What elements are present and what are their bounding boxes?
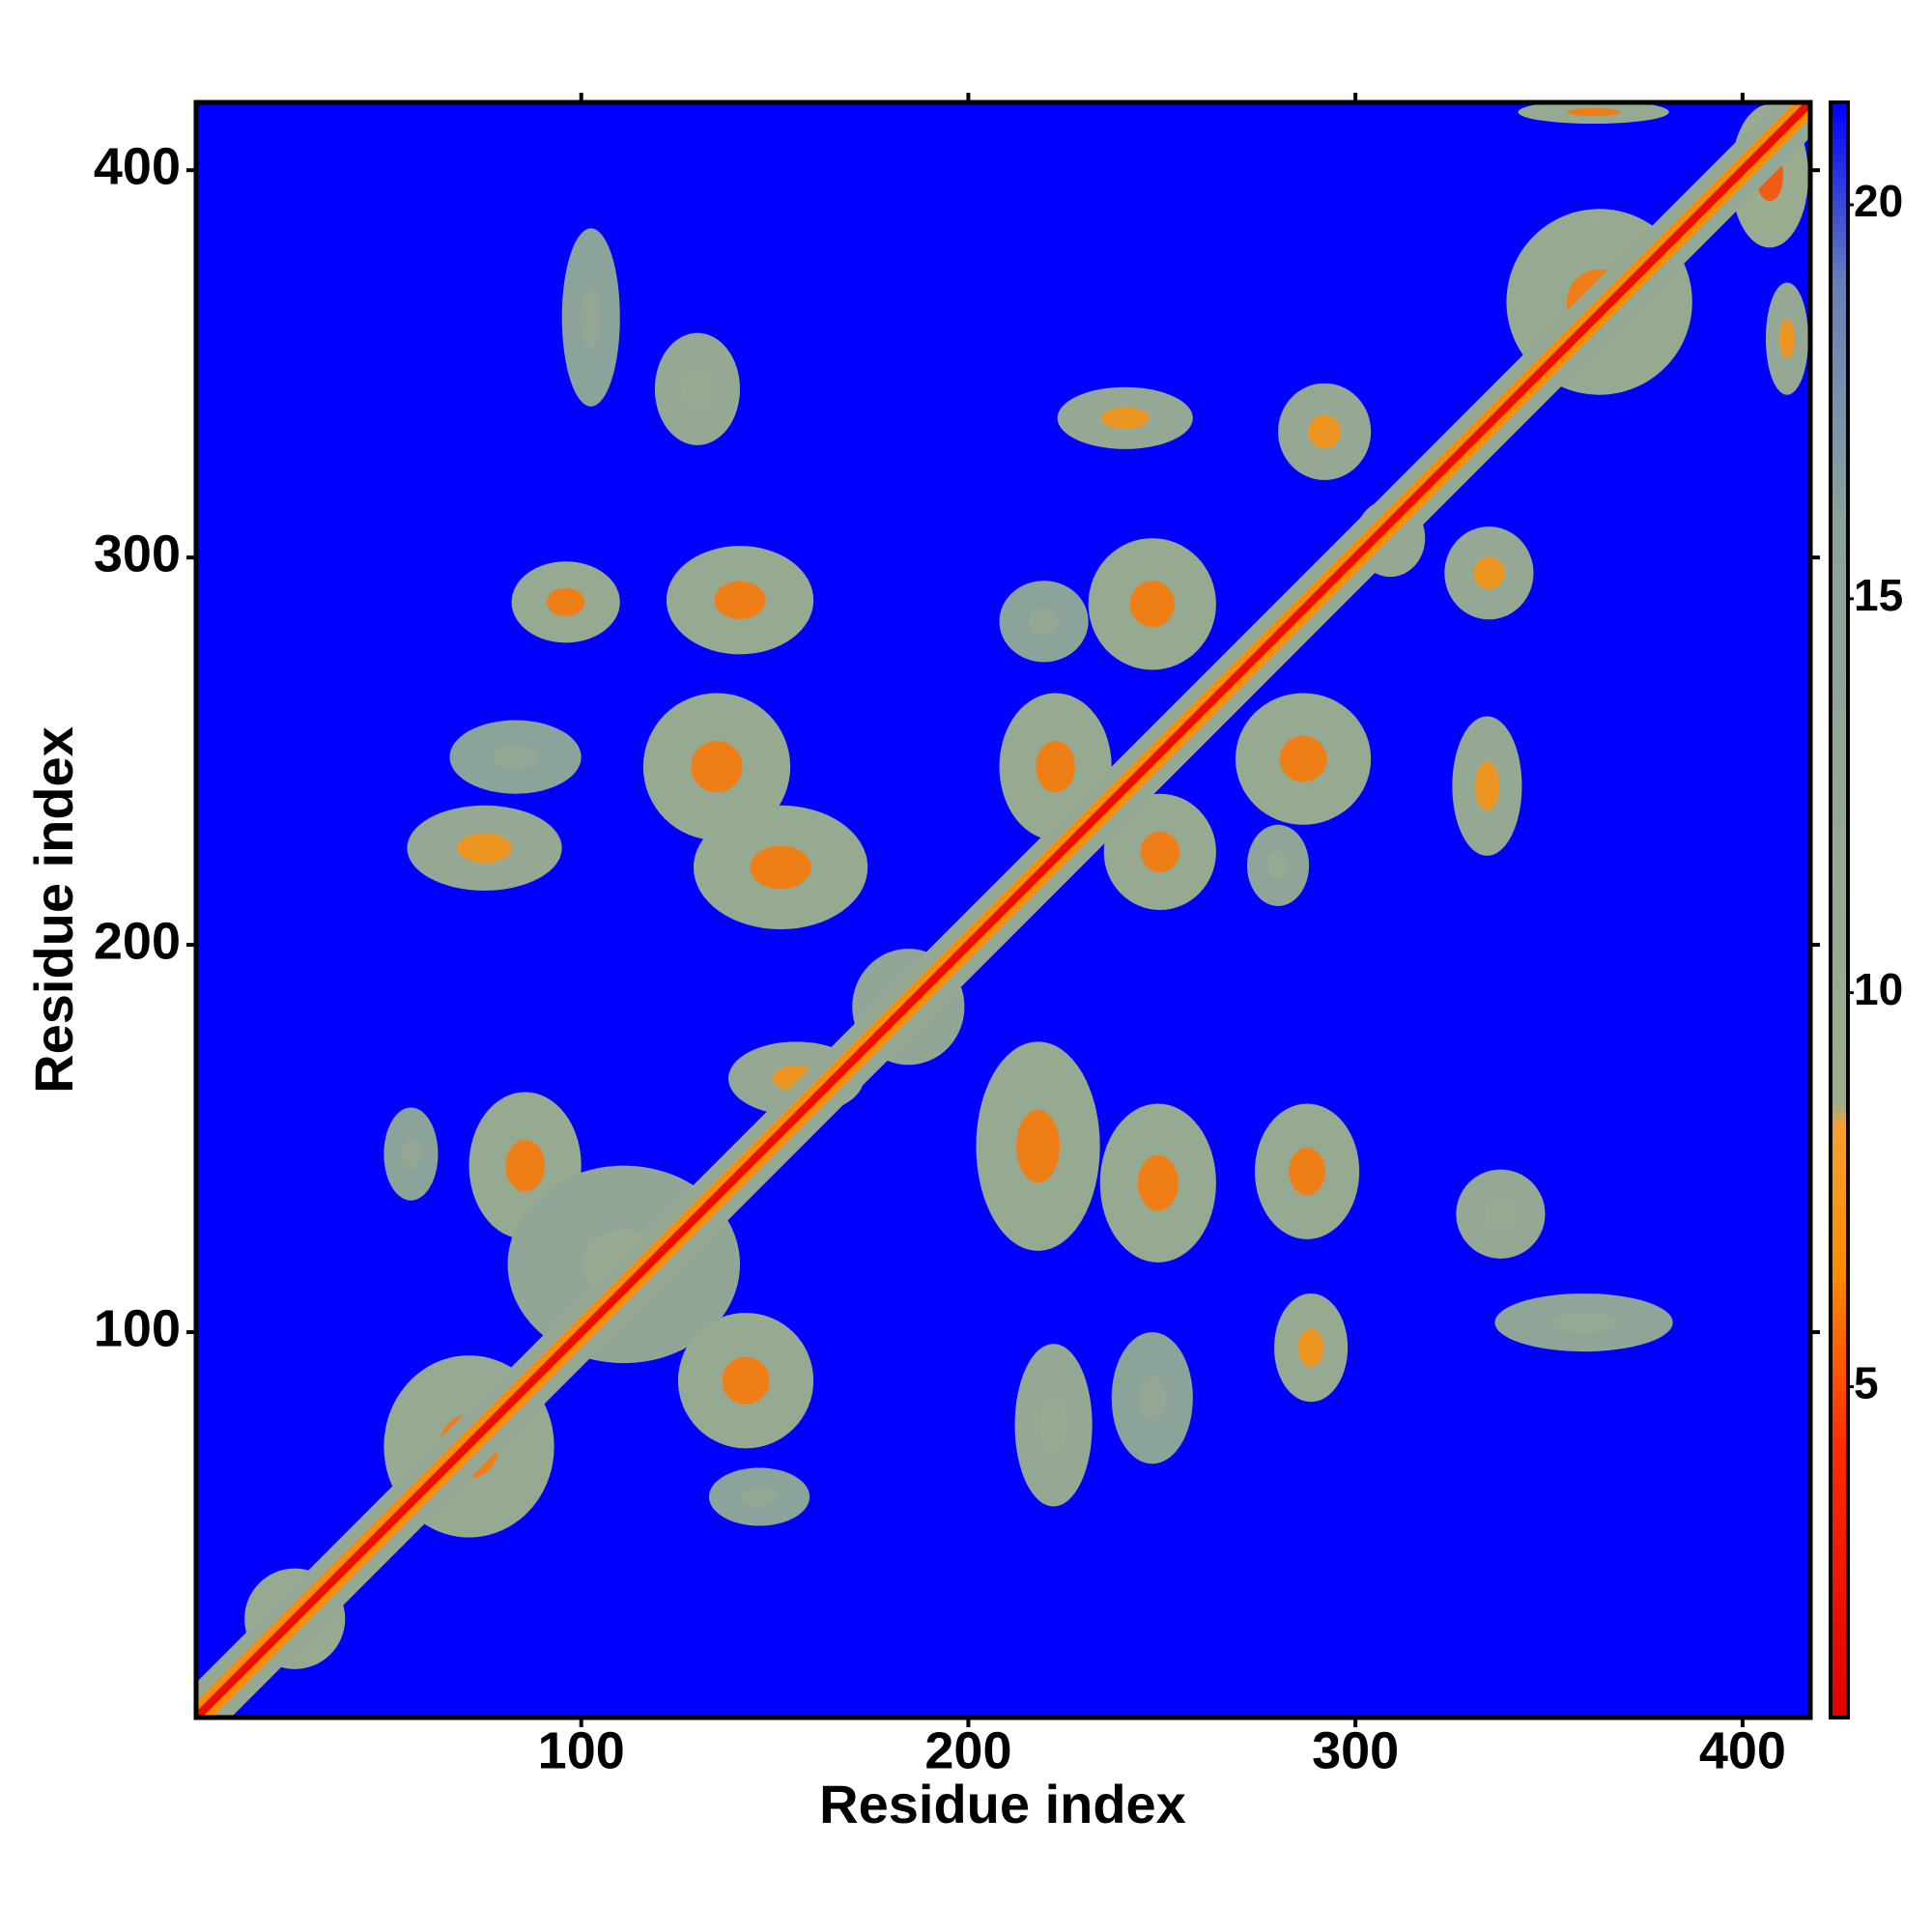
y-tick-label: 100 (94, 1299, 181, 1357)
contact-core (1473, 556, 1505, 590)
colorbar-tick-label: 15 (1854, 570, 1903, 620)
contact-core (1138, 1375, 1167, 1422)
contact-core (750, 845, 811, 890)
y-tick-label: 400 (94, 137, 181, 195)
x-tick-label: 200 (924, 1721, 1011, 1779)
contact-core (1266, 851, 1290, 880)
contact-core (1308, 414, 1341, 449)
contact-core (1289, 1148, 1325, 1196)
contact-core (691, 740, 743, 793)
plot-frame (193, 99, 1813, 1720)
contact-core (1552, 1312, 1615, 1333)
contact-core (1567, 107, 1620, 117)
contact-core (1779, 319, 1795, 358)
contact-core (401, 1137, 421, 1171)
x-tick-label: 100 (538, 1721, 625, 1779)
contact-core (505, 1139, 545, 1192)
contact-core (1016, 1109, 1061, 1183)
y-tick-label: 200 (94, 912, 181, 970)
contact-core (1140, 831, 1180, 872)
contact-core (741, 1486, 778, 1507)
contact-core (714, 581, 766, 619)
diagonal-band (196, 102, 1810, 1718)
contact-core (1279, 735, 1327, 782)
contact-core (1474, 761, 1500, 810)
colorbar-tick-label: 20 (1854, 176, 1903, 226)
y-axis-label: Residue index (23, 726, 84, 1094)
colorbar-tick-label: 10 (1854, 964, 1903, 1014)
contact-core (1137, 1154, 1179, 1211)
y-tick-label: 300 (94, 525, 181, 582)
contact-core (722, 1356, 770, 1405)
colorbar-tick-label: 5 (1854, 1358, 1879, 1408)
contact-core (1036, 740, 1075, 793)
contact-core (1028, 607, 1060, 637)
contact-core (1297, 1328, 1324, 1367)
contact-core (457, 833, 512, 864)
contact-core (581, 286, 602, 349)
plot-area (196, 102, 1810, 1718)
colorbar (1829, 100, 1850, 1719)
x-tick-label: 400 (1699, 1721, 1786, 1779)
x-axis-label: Residue index (819, 1774, 1186, 1834)
contact-core (1101, 407, 1150, 430)
contact-core (547, 587, 585, 616)
contact-core (492, 744, 539, 770)
contact-core (1485, 1198, 1517, 1230)
contact-core (682, 369, 713, 410)
contact-core (1129, 581, 1175, 628)
contact-core (1039, 1396, 1067, 1454)
x-tick-label: 300 (1312, 1721, 1399, 1779)
